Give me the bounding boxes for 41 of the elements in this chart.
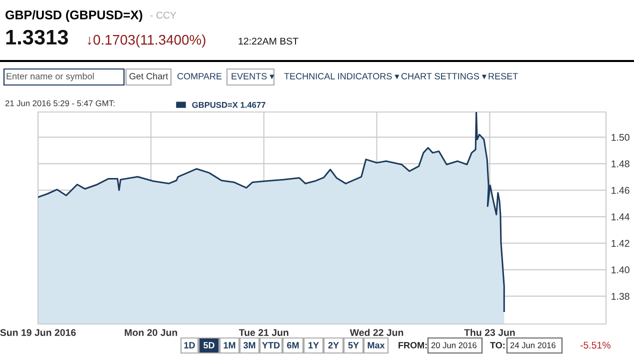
x-tick-label: Mon 20 Jun [124, 329, 178, 336]
text: 3M [243, 342, 256, 348]
y-tick-label: 1.38 [612, 292, 630, 300]
text: COMPARE [177, 73, 222, 80]
text: 5Y [348, 342, 359, 348]
x-tick-label: Tue 21 Jun [238, 329, 288, 336]
y-tick-label: 1.48 [612, 160, 630, 168]
text: 1.3313 [6, 30, 68, 45]
text: 12:22AM BST [238, 38, 298, 45]
text: TO: [490, 342, 505, 348]
text: Enter name or symbol [6, 72, 94, 82]
text: -5.51% [580, 342, 610, 349]
text: Get Chart [129, 72, 168, 80]
y-tick-label: 1.40 [612, 266, 630, 274]
text: 20 Jun 2016 [431, 342, 477, 348]
x-tick-label: Sun 19 Jun 2016 [0, 329, 76, 336]
y-tick-label: 1.44 [612, 214, 630, 220]
y-tick-label: 1.42 [612, 240, 630, 247]
chart-title: GBP/USD (GBPUSD=X) [6, 10, 142, 22]
text: Max [368, 342, 385, 348]
chart-subtitle: - CCY [150, 12, 176, 19]
text: 6M [287, 342, 299, 348]
text: CHART SETTINGS ▾ [401, 73, 486, 80]
text: 21 Jun 2016 5:29 - 5:47 GMT: [5, 100, 114, 106]
text: 5D [204, 342, 214, 348]
y-tick-label: 1.50 [612, 134, 630, 141]
x-tick-label: Wed 22 Jun [350, 328, 404, 336]
x-tick-label: Thu 23 Jun [464, 328, 515, 336]
text: RESET [488, 73, 518, 80]
text: FROM: [398, 342, 427, 348]
text: TECHNICAL INDICATORS ▾ [284, 73, 400, 80]
text: EVENTS ▾ [232, 73, 274, 80]
legend-label: GBPUSD=X 1.4677 [192, 102, 266, 108]
text: 1Y [308, 342, 319, 348]
text: ↓0.1703(11.3400%) [88, 34, 206, 48]
text: 2Y [328, 342, 339, 348]
text: YTD [262, 342, 280, 348]
text: 24 Jun 2016 [510, 342, 556, 348]
text: 1D [184, 342, 195, 348]
text: 1M [224, 342, 236, 348]
y-tick-label: 1.46 [612, 186, 630, 194]
